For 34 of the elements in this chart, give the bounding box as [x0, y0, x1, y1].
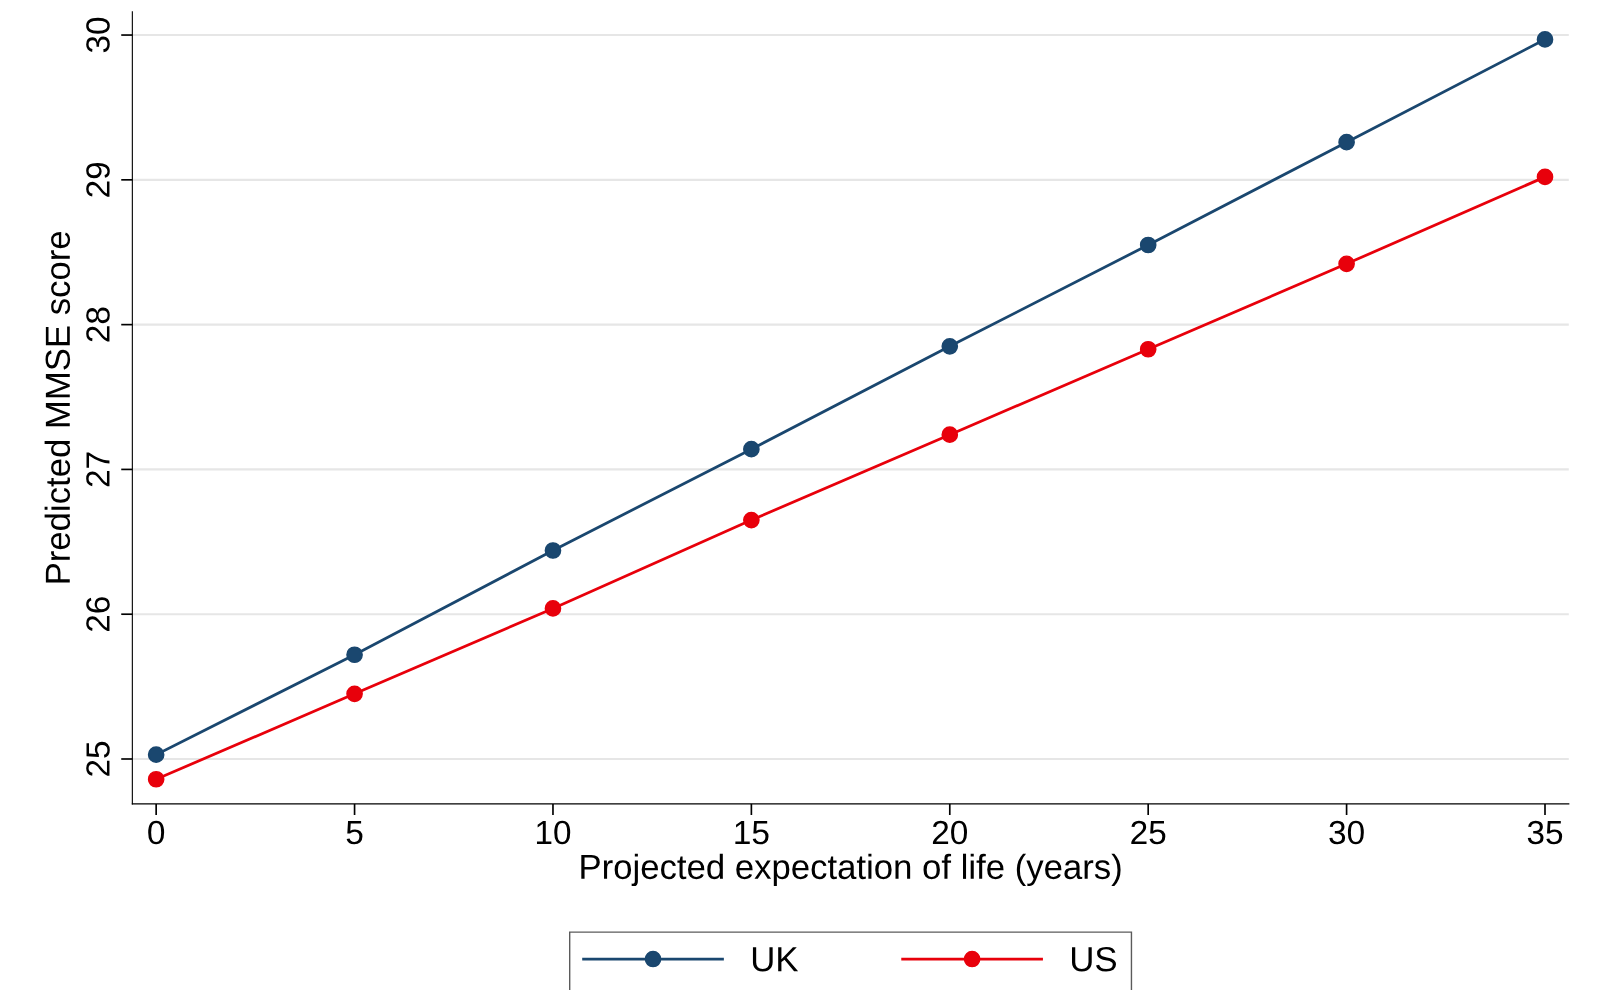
point — [544, 600, 562, 617]
point — [147, 770, 165, 788]
x-tick-label: 0 — [148, 820, 165, 845]
point — [743, 511, 760, 529]
x-tick-label: 30 — [1329, 820, 1364, 845]
point — [1139, 236, 1157, 254]
point — [1139, 340, 1157, 358]
x-tick-label: 35 — [1527, 820, 1563, 845]
point — [147, 746, 165, 763]
y-tick-label: 30 — [86, 17, 110, 53]
y-tick-label: 28 — [86, 307, 110, 342]
x-tick-label: 15 — [735, 821, 769, 845]
x-tick-label: 25 — [1131, 820, 1166, 845]
y-tick-label: 27 — [86, 452, 110, 487]
x-tick-label: 10 — [536, 820, 571, 845]
point — [346, 685, 363, 703]
y-tick-label: 25 — [86, 741, 110, 776]
y-tick-label: 29 — [86, 162, 110, 197]
point — [941, 426, 959, 444]
point — [941, 338, 959, 355]
legend-label: UK — [752, 947, 799, 972]
legend-label: US — [1072, 946, 1116, 972]
y-axis-title: Predicted MMSE score — [44, 231, 71, 583]
point — [743, 440, 760, 458]
point — [1338, 133, 1355, 151]
point — [1338, 255, 1355, 273]
x-axis-title: Projected expectation of life (years) — [581, 853, 1121, 887]
point — [544, 542, 562, 559]
point — [1536, 168, 1554, 186]
y-tick-label: 26 — [86, 597, 110, 632]
x-tick-label: 20 — [932, 820, 968, 845]
point — [346, 646, 363, 664]
x-tick-label: 5 — [346, 821, 363, 845]
point — [1536, 31, 1554, 48]
